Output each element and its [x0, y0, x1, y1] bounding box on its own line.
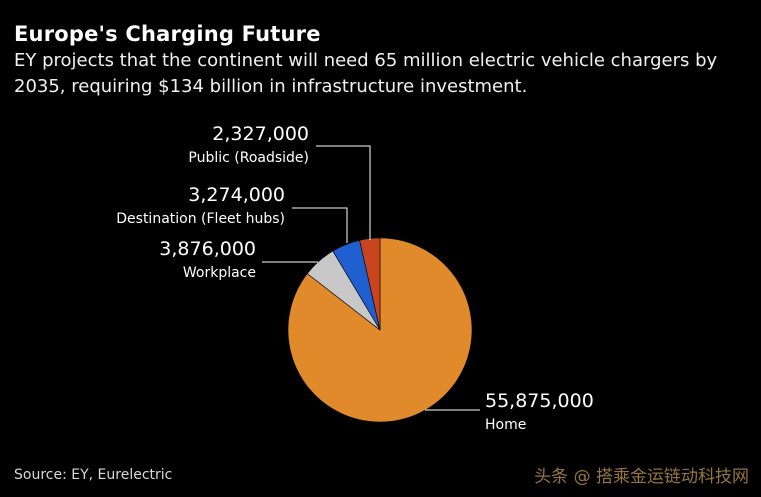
source-note: Source: EY, Eurelectric	[14, 467, 173, 483]
data-label-value-destination-fleet-hubs: 3,274,000	[188, 184, 285, 206]
watermark: 头条 @ 搭乘金运链动科技网	[534, 467, 749, 487]
data-label-category-workplace: Workplace	[183, 265, 256, 281]
callout-line-public-roadside	[316, 145, 371, 240]
data-label-value-workplace: 3,876,000	[159, 238, 256, 260]
data-label-category-destination-fleet-hubs: Destination (Fleet hubs)	[116, 211, 285, 227]
data-label-category-home: Home	[485, 417, 526, 433]
data-label-value-home: 55,875,000	[485, 390, 594, 412]
chart-subtitle: EY projects that the continent will need…	[14, 50, 718, 97]
data-label-value-public-roadside: 2,327,000	[212, 123, 309, 145]
callout-line-destination-fleet-hubs	[292, 207, 348, 243]
chart-title: Europe's Charging Future	[14, 22, 321, 46]
data-label-category-public-roadside: Public (Roadside)	[188, 150, 309, 166]
